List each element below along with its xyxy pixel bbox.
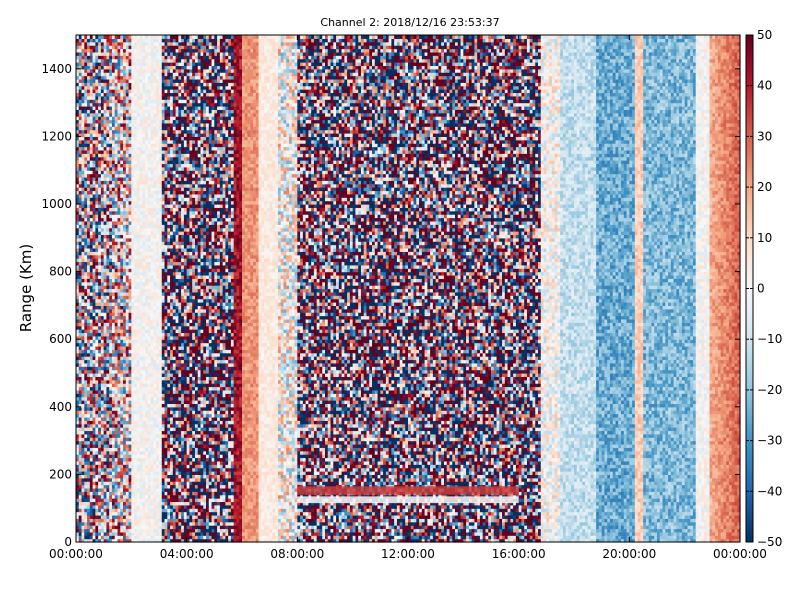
heatmap-cells	[76, 35, 741, 543]
y-axis-label: Range (Km)	[17, 244, 35, 332]
chart-title: Channel 2: 2018/12/16 23:53:37	[320, 16, 499, 29]
